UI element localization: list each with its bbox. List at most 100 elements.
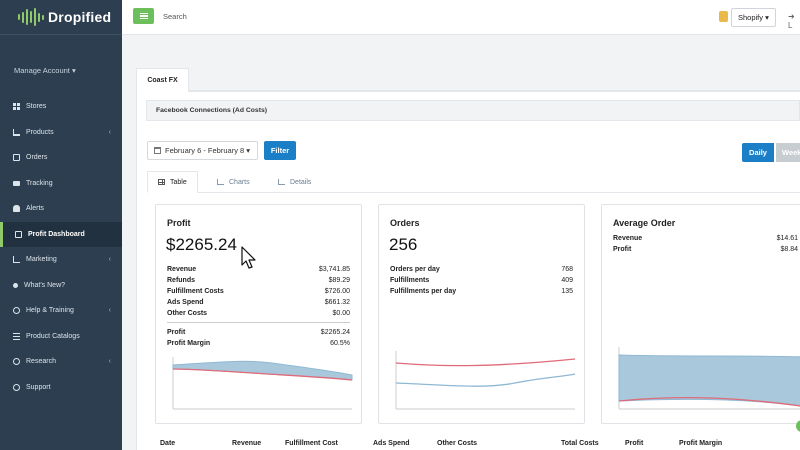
chat-launcher-button[interactable] [796, 420, 800, 432]
brand-name: Dropified [48, 9, 112, 25]
chart-icon [13, 256, 20, 264]
card-title: Profit [167, 218, 191, 228]
sidebar-item-label: Alerts [26, 205, 44, 213]
sidebar-item-alerts[interactable]: Alerts [0, 196, 122, 222]
sidebar-item-profit-dashboard[interactable]: Profit Dashboard [0, 221, 122, 247]
line-chart-icon [217, 179, 224, 185]
calendar-icon [13, 154, 20, 162]
daily-button[interactable]: Daily [742, 143, 774, 162]
average-order-card: Average Order Revenue $14.61 Profit $8.84 [601, 204, 800, 424]
stat-row: Ads Spend $661.32 [167, 299, 350, 306]
sidebar-item-label: Products [26, 128, 54, 136]
question-icon [13, 307, 20, 315]
facebook-connections-label: Facebook Connections (Ad Costs) [156, 107, 268, 114]
stat-row: Revenue $14.61 [613, 235, 798, 242]
content-gutter [122, 35, 800, 57]
tab-details[interactable]: Details [278, 171, 311, 193]
sidebar-item-label: Stores [26, 103, 47, 111]
filter-button[interactable]: Filter [264, 141, 296, 160]
search-icon [13, 358, 20, 366]
chevron-left-icon: ‹ [108, 256, 111, 264]
profit-total: $2265.24 [166, 235, 237, 254]
manage-account-dropdown[interactable]: Manage Account ▾ [14, 66, 76, 75]
stat-row: Fulfillment Costs $726.00 [167, 288, 350, 295]
column-header-revenue: Revenue [232, 440, 262, 447]
sidebar-item-product-catalogs[interactable]: Product Catalogs [0, 324, 122, 350]
stat-row: Fulfillments 409 [390, 277, 573, 284]
chevron-left-icon: ‹ [108, 358, 111, 366]
logo-mark-icon [18, 8, 44, 26]
orders-card: Orders 256 Orders per day 768 Fulfillment… [378, 204, 585, 424]
chevron-left-icon: ‹ [108, 307, 111, 315]
profit-card: Profit $2265.24 Revenue $3,741.85 Refunds… [155, 204, 362, 424]
chevron-left-icon: ‹ [108, 128, 111, 136]
user-menu[interactable]: ➜ L [788, 12, 800, 30]
stat-row: Profit $8.84 [613, 246, 798, 253]
store-select[interactable]: Shopify ▾ [731, 8, 776, 27]
sidebar-item-label: Profit Dashboard [28, 230, 85, 238]
user-icon: ➜ [788, 12, 795, 21]
sidebar-item-research[interactable]: Research ‹ [0, 349, 122, 375]
sidebar-item-label: Tracking [26, 179, 53, 187]
date-range-picker[interactable]: February 6 - February 8 ▾ [147, 141, 258, 160]
sidebar-item-label: Support [26, 383, 51, 391]
divider [167, 322, 350, 323]
facebook-connections-panel[interactable]: Facebook Connections (Ad Costs) [146, 100, 800, 121]
logo[interactable]: Dropified [0, 0, 122, 35]
date-range-label: February 6 - February 8 ▾ [165, 146, 251, 155]
sidebar-item-label: What's New? [24, 281, 66, 289]
sidebar-nav: Stores Products ‹ Orders Tracking Alerts … [0, 94, 122, 400]
sidebar-item-marketing[interactable]: Marketing ‹ [0, 247, 122, 273]
column-header-fulfillment-cost: Fulfillment Cost [285, 440, 338, 447]
top-bar: Search Shopify ▾ ➜ L [122, 0, 800, 35]
tab-charts[interactable]: Charts [217, 171, 250, 193]
sidebar-item-label: Research [26, 358, 56, 366]
search-input[interactable]: Search [163, 12, 187, 21]
column-header-ads-spend: Ads Spend [373, 440, 410, 447]
menu-toggle-button[interactable] [133, 8, 154, 24]
average-sparkline [618, 347, 800, 410]
weekly-button[interactable]: Week [776, 143, 800, 162]
tab-label: Details [290, 178, 312, 186]
column-header-total-costs: Total Costs [561, 440, 599, 447]
column-header-other-costs: Other Costs [437, 440, 478, 447]
table-icon [158, 179, 165, 185]
view-tabs: Table Charts Details [147, 171, 800, 193]
tab-coast-fx[interactable]: Coast FX [136, 68, 189, 92]
sidebar-item-label: Orders [26, 154, 48, 162]
store-tab-bar [136, 57, 800, 91]
sidebar-item-support[interactable]: Support [0, 375, 122, 401]
sidebar-item-orders[interactable]: Orders [0, 145, 122, 171]
stat-row: Fulfillments per day 135 [390, 288, 573, 295]
column-header-profit-margin: Profit Margin [679, 440, 723, 447]
sidebar-item-label: Help & Training [26, 307, 74, 315]
card-title: Average Order [613, 218, 676, 228]
column-header-date: Date [160, 440, 176, 447]
card-title: Orders [390, 218, 420, 228]
sidebar-item-stores[interactable]: Stores [0, 94, 122, 120]
stat-row: Refunds $89.29 [167, 277, 350, 284]
sidebar-item-whats-new[interactable]: What's New? [0, 273, 122, 299]
dashboard-icon [15, 230, 22, 238]
tab-label: Table [170, 178, 187, 186]
stat-row: Orders per day 768 [390, 266, 573, 273]
stat-row: Revenue $3,741.85 [167, 266, 350, 273]
tab-label: Charts [229, 178, 250, 186]
orders-total: 256 [389, 235, 418, 254]
truck-icon [13, 180, 20, 186]
cart-icon [13, 128, 20, 136]
sidebar-item-tracking[interactable]: Tracking [0, 171, 122, 197]
sidebar: Dropified Manage Account ▾ Stores Produc… [0, 0, 122, 450]
sidebar-item-label: Product Catalogs [26, 332, 80, 340]
orders-sparkline [395, 351, 576, 410]
calendar-icon [154, 147, 161, 154]
sidebar-item-help-training[interactable]: Help & Training ‹ [0, 298, 122, 324]
lightbulb-icon [13, 282, 18, 288]
bell-icon [13, 205, 20, 213]
tab-table[interactable]: Table [147, 171, 198, 193]
sidebar-item-products[interactable]: Products ‹ [0, 120, 122, 146]
profit-sparkline [172, 357, 353, 410]
store-icon [719, 11, 728, 22]
stat-row: Profit $2265.24 [167, 329, 350, 336]
column-header-profit: Profit [625, 440, 644, 447]
